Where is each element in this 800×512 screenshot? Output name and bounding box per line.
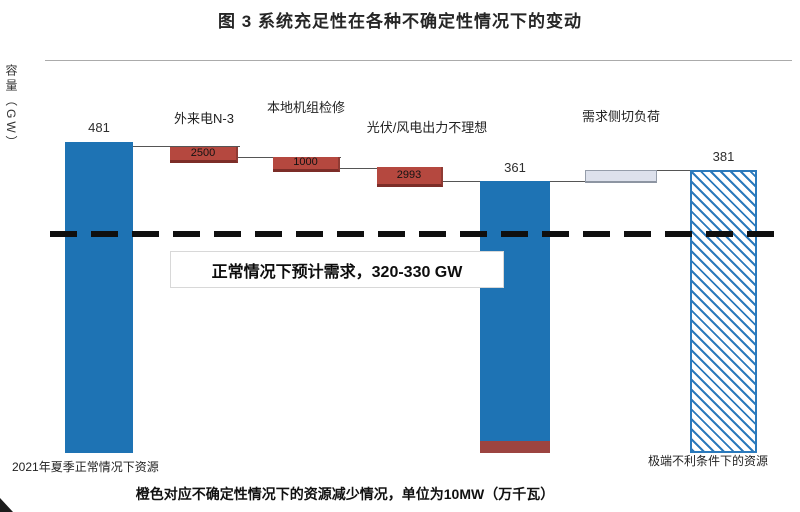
step-block-external-power: 2500 [170,147,238,163]
connector-line-6 [657,170,690,171]
bar-mid-value-label: 361 [504,160,526,175]
bar-extreme-resources [690,170,757,453]
step-label-solar-wind: 光伏/风电出力不理想 [366,120,488,135]
bar-extreme-value-label: 381 [712,149,735,164]
demand-label-box: 正常情况下预计需求，320-330 GW [170,251,504,288]
connector-line-4 [443,181,480,182]
bar-mid-resources [480,181,550,441]
x-label-extreme-resources: 极端不利条件下的资源 [648,454,769,468]
step-block-demand-response [585,170,657,183]
connector-line-3 [340,168,378,169]
corner-mark [0,498,13,512]
connector-line-5 [550,181,585,182]
bar-normal-value-label: 481 [88,120,110,135]
bar-normal-resources [65,142,133,453]
chart-footnote: 橙色对应不确定性情况下的资源减少情况，单位为10MW（万千瓦） [135,486,555,502]
chart-title: 图 3 系统充足性在各种不确定性情况下的变动 [218,12,582,31]
chart-top-border [45,60,792,61]
x-label-normal-resources: 2021年夏季正常情况下资源 [12,460,159,474]
step-block-solar-wind: 2993 [377,167,443,187]
step-label-local-maintenance: 本地机组检修 [266,100,345,115]
step-label-demand-response: 需求侧切负荷 [581,109,660,124]
step-label-external-power: 外来电N-3 [174,111,234,126]
y-axis-label: 容量（GW） [4,64,18,151]
connector-line-1 [133,146,240,147]
demand-reference-line [50,231,782,237]
bar-mid-red-base [480,441,550,453]
step-block-local-maintenance: 1000 [273,157,340,172]
